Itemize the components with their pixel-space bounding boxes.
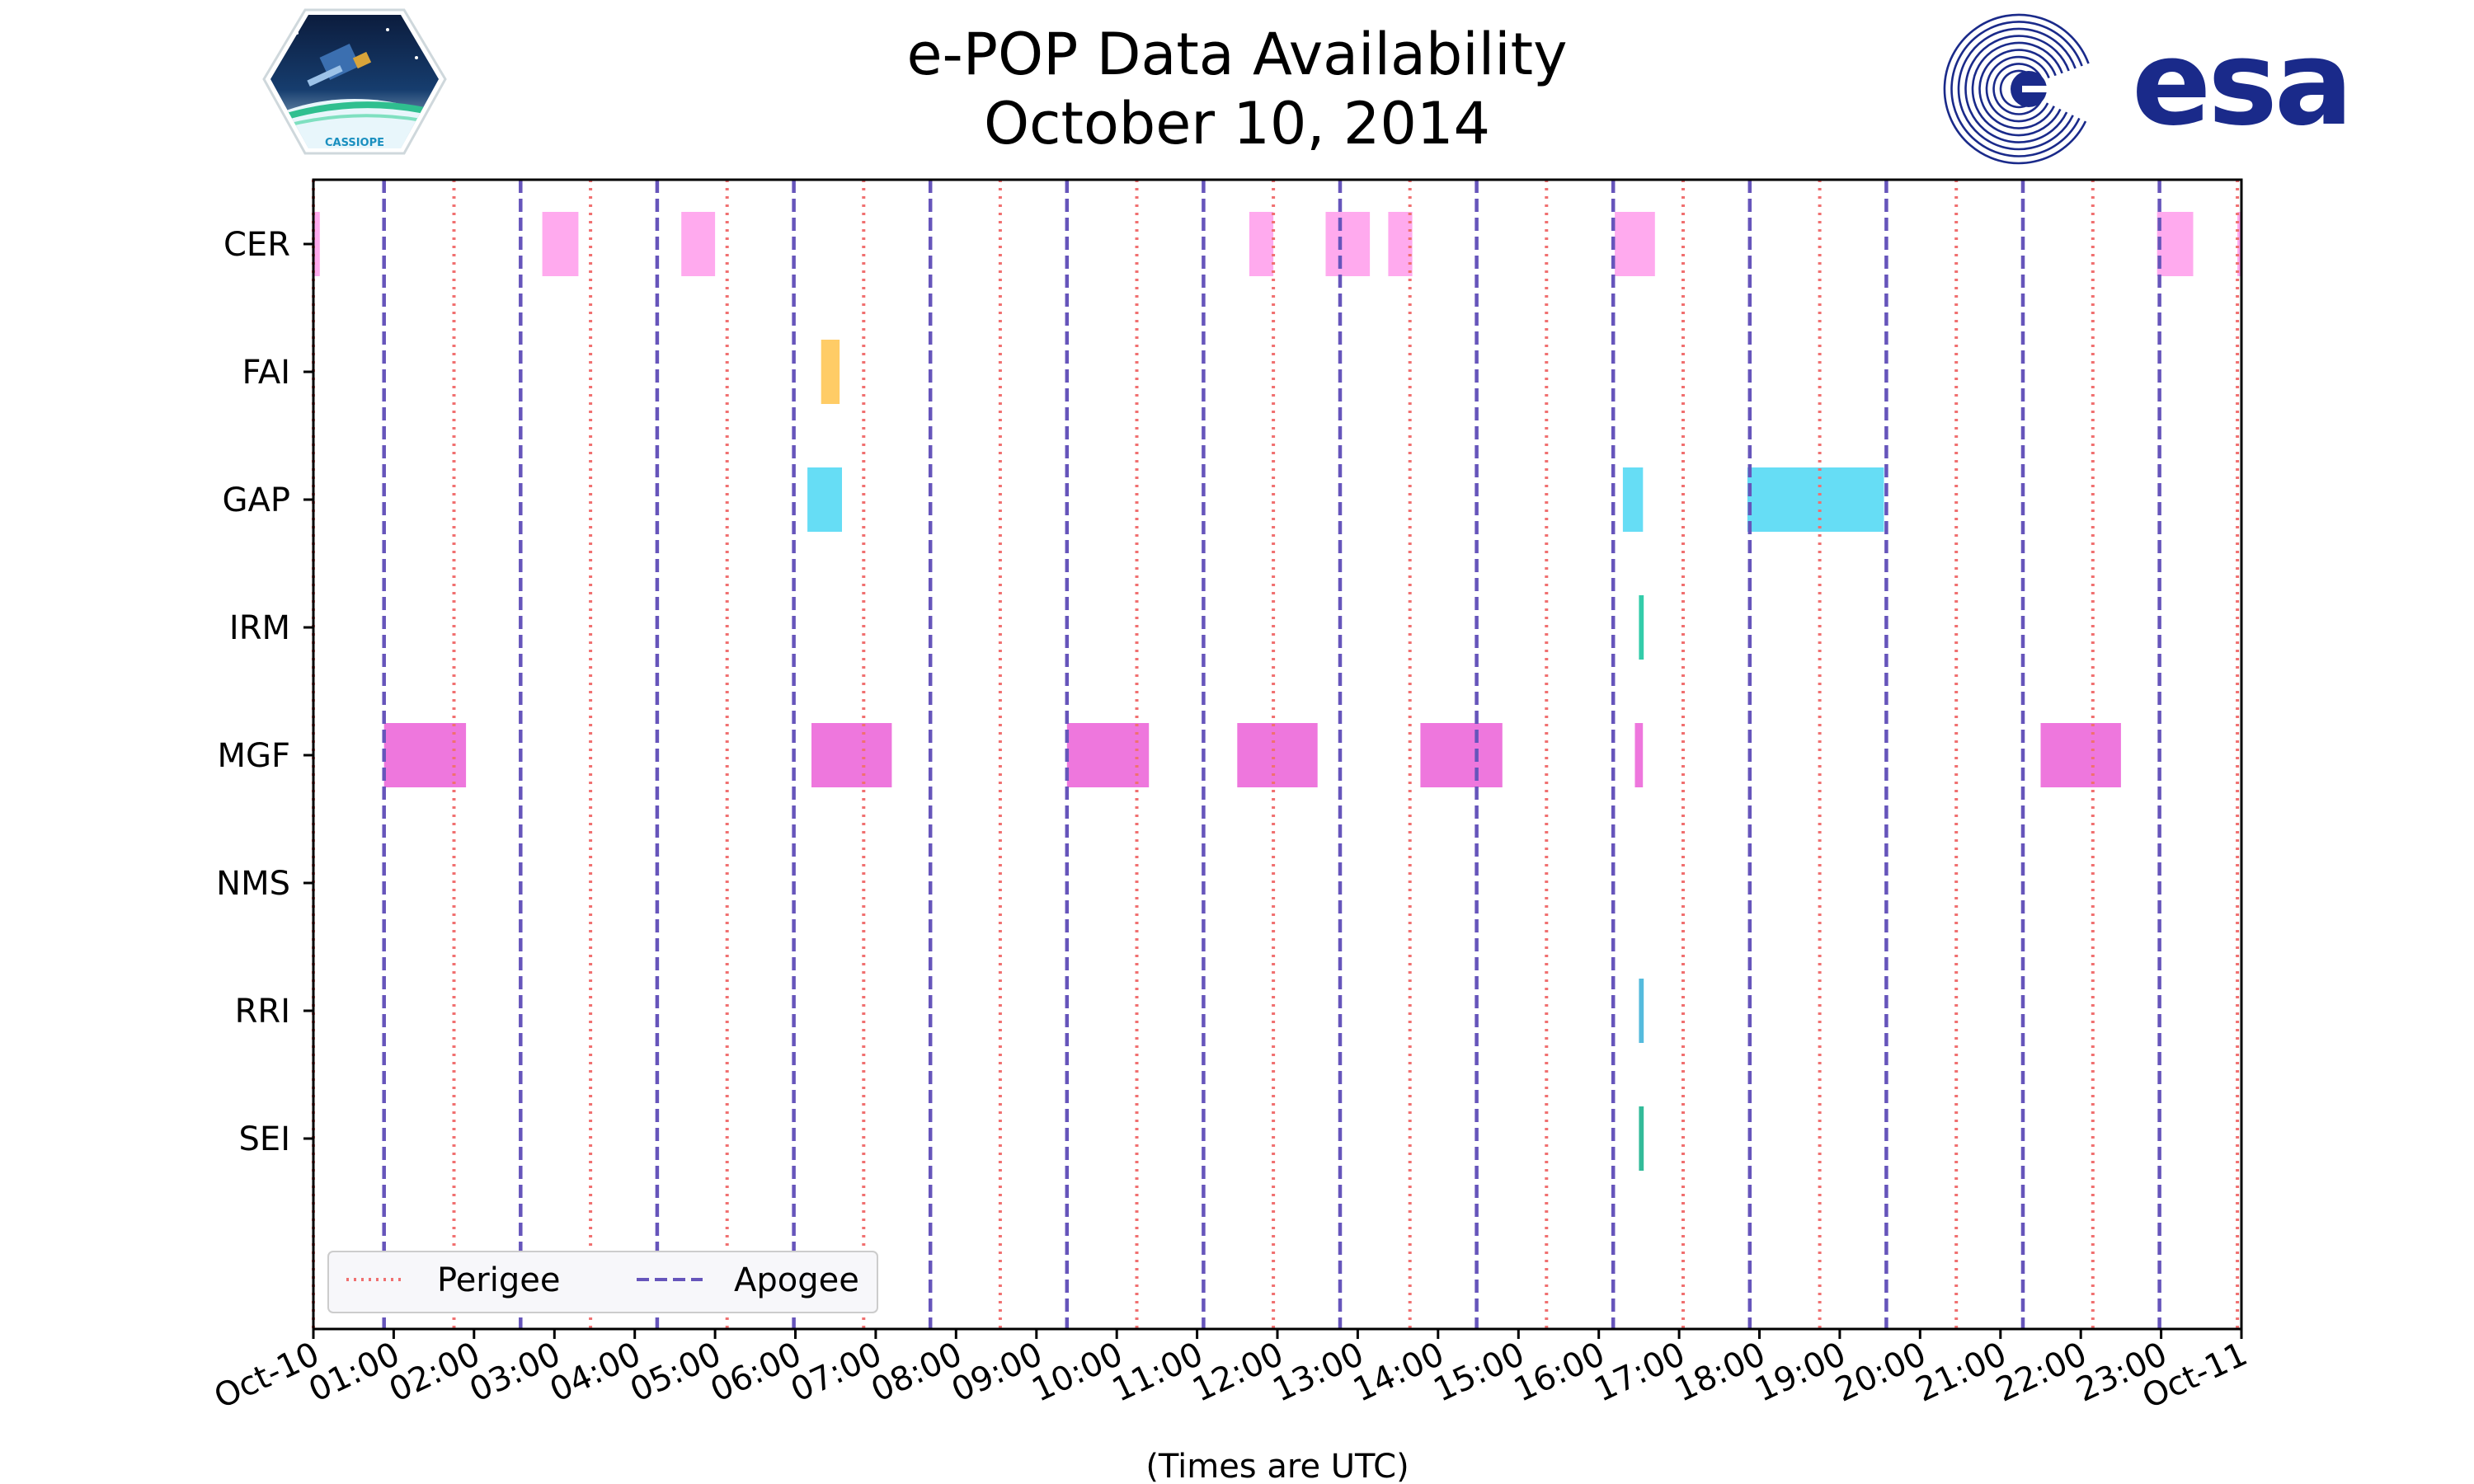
esa-logo: esa bbox=[1943, 13, 2354, 165]
bar-cer bbox=[2157, 212, 2194, 276]
x-axis: Oct-1001:0002:0003:0004:0005:0006:0007:0… bbox=[209, 1329, 2253, 1416]
bar-mgf bbox=[1420, 723, 1503, 787]
y-tick-label-fai: FAI bbox=[242, 354, 291, 392]
bar-cer bbox=[681, 212, 716, 276]
chart-title: e-POP Data Availability bbox=[906, 21, 1567, 88]
esa-swirl-arc bbox=[1957, 27, 2077, 151]
esa-logo-text: esa bbox=[2132, 16, 2350, 152]
bar-cer bbox=[313, 212, 320, 276]
apogee-lines bbox=[382, 180, 2161, 1329]
bar-mgf bbox=[811, 723, 892, 787]
bar-cer bbox=[1325, 212, 1371, 276]
legend-perigee-label: Perigee bbox=[437, 1261, 560, 1299]
y-tick-label-sei: SEI bbox=[239, 1120, 290, 1158]
esa-swirl-arc bbox=[1985, 55, 2050, 123]
esa-swirl-bar bbox=[2022, 86, 2047, 92]
esa-swirl-arc bbox=[1943, 13, 2090, 165]
y-tick-label-irm: IRM bbox=[229, 609, 290, 647]
esa-swirl-mark bbox=[1943, 13, 2090, 165]
bar-gap bbox=[1622, 467, 1644, 532]
legend: Perigee Apogee bbox=[327, 1251, 878, 1313]
y-tick-label-rri: RRI bbox=[235, 993, 290, 1031]
bar-cer bbox=[1615, 212, 1655, 276]
bar-mgf bbox=[2040, 723, 2121, 787]
esa-swirl-arc bbox=[1992, 63, 2044, 115]
esa-swirl-arc bbox=[1971, 41, 2063, 137]
bar-mgf bbox=[1634, 723, 1644, 787]
esa-swirl-arc bbox=[1978, 49, 2057, 129]
bar-irm bbox=[1639, 595, 1644, 660]
bar-rri bbox=[1639, 979, 1644, 1043]
y-axis: CER FAI GAP IRM MGF NMS RRI SEI bbox=[216, 226, 313, 1158]
esa-swirl-arc bbox=[1950, 21, 2083, 157]
esa-swirl-arc bbox=[1964, 35, 2070, 143]
bar-gap bbox=[807, 467, 842, 532]
y-tick-label-cer: CER bbox=[223, 226, 290, 264]
legend-apogee-label: Apogee bbox=[734, 1261, 859, 1299]
bar-fai bbox=[821, 340, 840, 404]
y-tick-label-nms: NMS bbox=[216, 865, 290, 903]
data-bars bbox=[313, 212, 2242, 1171]
bar-cer bbox=[542, 212, 579, 276]
bar-cer bbox=[2237, 212, 2242, 276]
bar-gap bbox=[1747, 467, 1884, 532]
x-axis-label: (Times are UTC) bbox=[1145, 1448, 1409, 1484]
bar-sei bbox=[1639, 1106, 1644, 1171]
cassiope-logo-text: CASSIOPE bbox=[325, 137, 384, 149]
y-tick-label-mgf: MGF bbox=[217, 737, 290, 775]
legend-box bbox=[327, 1251, 878, 1313]
bar-cer bbox=[1249, 212, 1274, 276]
chart-subtitle: October 10, 2014 bbox=[984, 90, 1490, 157]
bar-mgf bbox=[1237, 723, 1318, 787]
y-tick-label-gap: GAP bbox=[223, 481, 290, 519]
